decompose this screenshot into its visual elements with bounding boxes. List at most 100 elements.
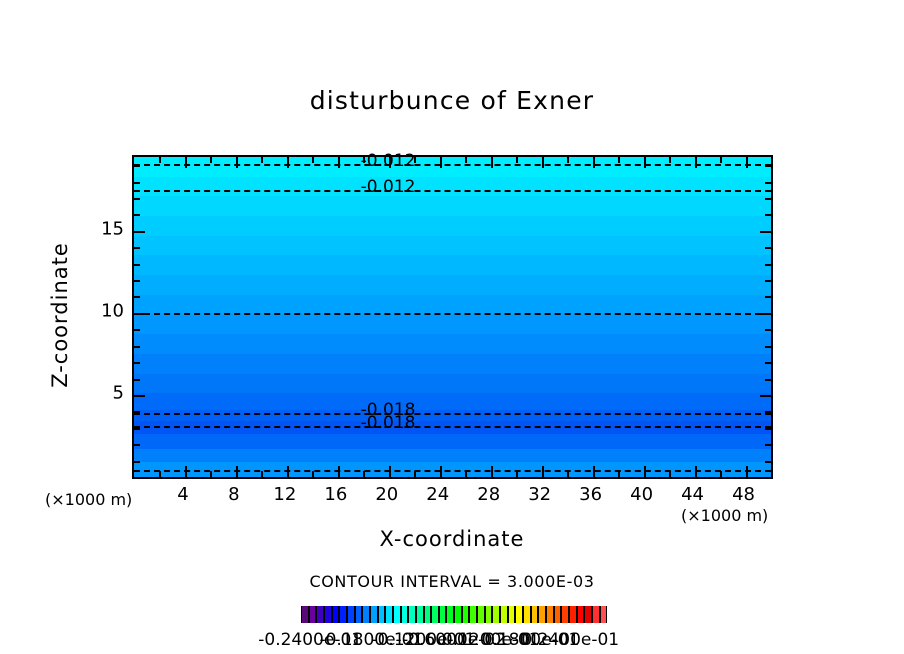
x-axis-tick bbox=[388, 157, 391, 168]
y-axis-tick bbox=[134, 181, 140, 184]
x-axis-tick bbox=[286, 157, 289, 168]
contour-band bbox=[134, 353, 771, 375]
x-tick-label: 12 bbox=[273, 484, 297, 505]
colorbar-tick-label: 0.1800e-01 bbox=[481, 630, 580, 650]
contour-band bbox=[134, 434, 771, 451]
x-axis-tick bbox=[312, 157, 315, 163]
x-axis-tick bbox=[669, 157, 672, 163]
x-axis-tick bbox=[694, 466, 697, 477]
colorbar-segment bbox=[599, 606, 607, 623]
x-axis-title: X-coordinate bbox=[379, 527, 525, 551]
contour-fill-layer bbox=[134, 157, 771, 477]
colorbar bbox=[301, 606, 607, 623]
contour-band bbox=[134, 275, 771, 296]
contour-line-label: -0.012 bbox=[360, 176, 416, 197]
colorbar-segment bbox=[438, 606, 447, 623]
y-tick-label: 15 bbox=[101, 218, 124, 240]
y-axis-tick bbox=[134, 411, 140, 414]
x-axis-tick bbox=[669, 471, 672, 477]
contour-line-label: -0.012 bbox=[360, 150, 416, 171]
colorbar-segment bbox=[392, 606, 401, 623]
x-axis-tick bbox=[541, 157, 544, 168]
x-tick-label: 48 bbox=[732, 484, 755, 505]
colorbar-segment bbox=[423, 606, 432, 623]
x-axis-tick bbox=[694, 157, 697, 168]
colorbar-segment bbox=[354, 606, 363, 623]
y-axis-unit-label: (×1000 m) bbox=[45, 490, 133, 509]
y-axis-tick bbox=[765, 296, 771, 299]
plot-area bbox=[132, 155, 773, 479]
contour-line-label: -0.018 bbox=[360, 400, 416, 420]
contour-band bbox=[134, 373, 771, 395]
y-axis-tick bbox=[765, 411, 771, 414]
y-axis-tick bbox=[765, 345, 771, 348]
y-axis-tick bbox=[134, 394, 145, 397]
colorbar-segment bbox=[377, 606, 386, 623]
y-axis-tick bbox=[765, 444, 771, 447]
contour-band bbox=[134, 294, 771, 316]
colorbar-segment bbox=[346, 606, 355, 623]
y-axis-tick bbox=[134, 214, 140, 217]
colorbar-segment bbox=[576, 606, 585, 623]
y-axis-tick bbox=[760, 394, 771, 397]
colorbar-segment bbox=[523, 606, 531, 623]
contour-band bbox=[134, 176, 771, 198]
colorbar-segment bbox=[500, 606, 508, 623]
y-axis-tick bbox=[765, 247, 771, 250]
x-axis-tick bbox=[363, 157, 366, 163]
x-axis-tick bbox=[516, 157, 519, 163]
y-axis-tick bbox=[765, 329, 771, 332]
contour-line bbox=[134, 163, 771, 166]
y-axis-tick bbox=[760, 312, 771, 315]
x-axis-tick bbox=[618, 471, 621, 477]
x-axis-tick bbox=[388, 466, 391, 477]
y-axis-tick bbox=[765, 362, 771, 365]
contour-band bbox=[134, 235, 771, 257]
y-axis-tick bbox=[134, 362, 140, 365]
x-axis-tick bbox=[159, 471, 162, 477]
colorbar-segment bbox=[546, 606, 554, 623]
colorbar-tick-label: -0.1200e-01 bbox=[371, 630, 476, 650]
y-axis-tick bbox=[134, 296, 140, 299]
x-axis-tick bbox=[592, 157, 595, 168]
x-axis-tick bbox=[210, 471, 213, 477]
y-axis-tick bbox=[134, 345, 140, 348]
contour-line bbox=[134, 426, 771, 429]
y-axis-tick bbox=[134, 329, 140, 332]
colorbar-segment bbox=[369, 606, 378, 623]
x-axis-tick bbox=[439, 466, 442, 477]
x-axis-tick bbox=[745, 157, 748, 168]
colorbar-segment bbox=[431, 606, 439, 623]
colorbar-segment bbox=[415, 606, 424, 623]
y-axis-tick bbox=[134, 460, 140, 463]
y-axis-tick bbox=[134, 427, 140, 430]
y-axis-tick bbox=[765, 198, 771, 201]
y-axis-tick bbox=[134, 280, 140, 283]
colorbar-tick-label: 0.2400e-01 bbox=[521, 630, 620, 650]
x-tick-label: 32 bbox=[528, 484, 552, 505]
x-axis-tick bbox=[720, 157, 723, 163]
colorbar-segment bbox=[530, 606, 539, 623]
x-axis-tick bbox=[414, 157, 417, 163]
colorbar-segment bbox=[339, 606, 347, 623]
contour-line bbox=[134, 469, 771, 472]
colorbar-segment bbox=[507, 606, 516, 623]
x-axis-tick bbox=[235, 466, 238, 477]
x-axis-tick bbox=[618, 157, 621, 163]
colorbar-segment bbox=[568, 606, 577, 623]
x-tick-label: 28 bbox=[477, 484, 501, 505]
x-axis-tick bbox=[465, 471, 468, 477]
x-axis-tick bbox=[490, 157, 493, 168]
x-tick-label: 36 bbox=[579, 484, 603, 505]
colorbar-segment bbox=[515, 606, 524, 623]
colorbar-tick-label: -0.6000e-02 bbox=[402, 630, 506, 650]
x-axis-tick bbox=[261, 471, 264, 477]
y-axis-tick bbox=[765, 280, 771, 283]
contour-band bbox=[134, 196, 771, 218]
y-axis-tick bbox=[765, 427, 771, 430]
colorbar-segment bbox=[316, 606, 324, 623]
contour-line bbox=[134, 189, 771, 192]
contour-band bbox=[134, 421, 771, 436]
colorbar-segment bbox=[484, 606, 493, 623]
